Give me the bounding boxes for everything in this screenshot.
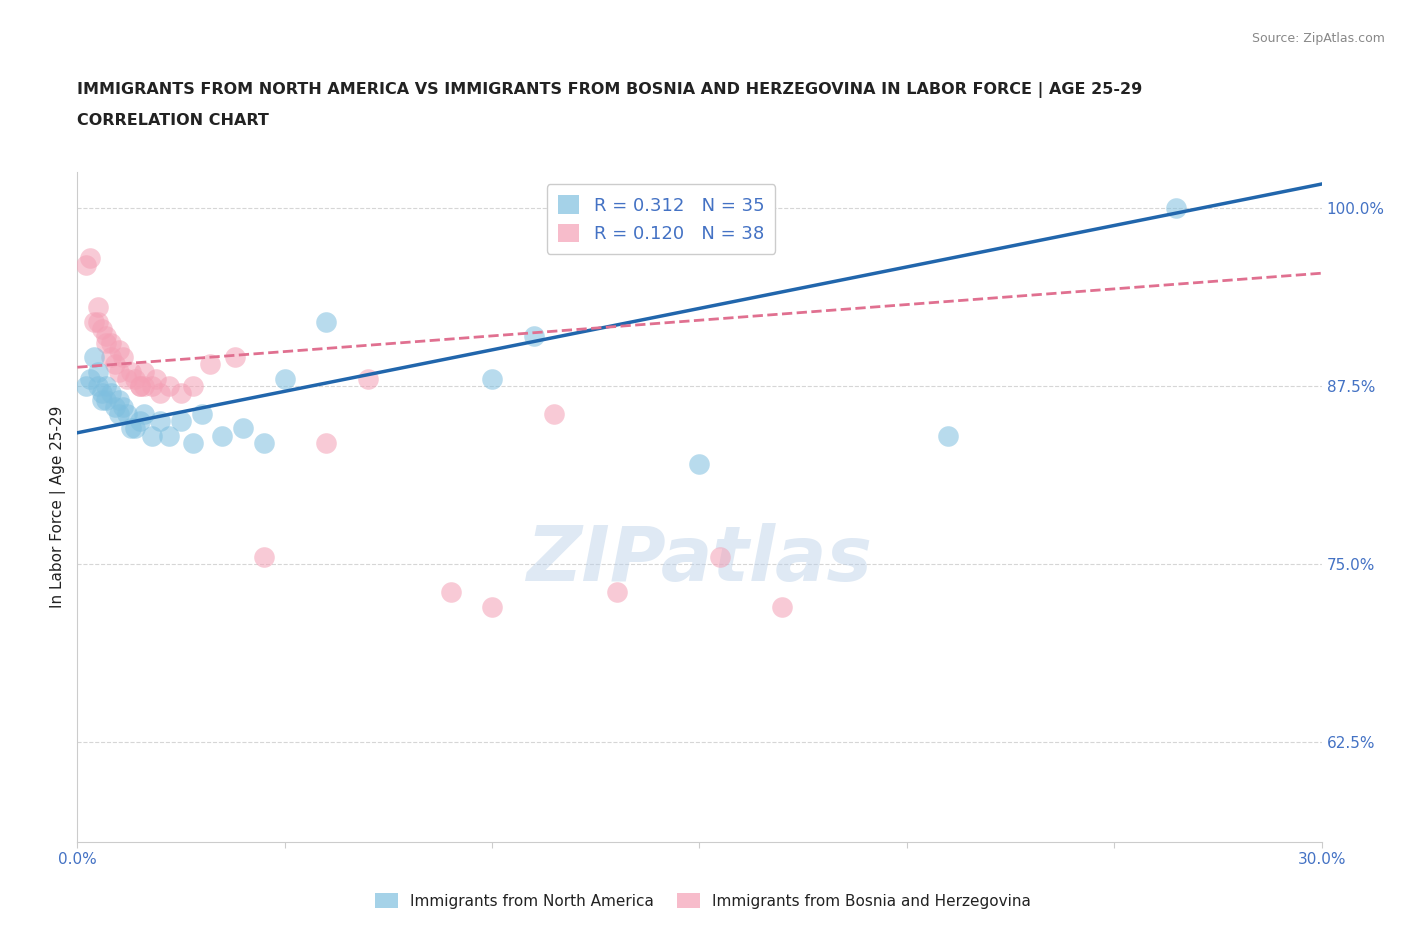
Point [132,364,155,379]
Point [132,406,155,421]
Point [75,379,97,393]
Point [108,392,131,407]
Point [96,379,118,393]
Point [191,406,214,421]
Point [132,379,155,393]
Point [149,414,172,429]
Legend: R = 0.312   N = 35, R = 0.120   N = 38: R = 0.312 N = 35, R = 0.120 N = 38 [547,184,775,254]
Point [120,421,142,436]
Point [111,400,134,415]
Point [145,371,167,386]
Point [689,457,711,472]
Point [104,400,127,415]
Point [141,428,163,443]
Point [315,314,337,329]
Point [315,435,337,450]
Point [481,599,503,614]
Point [128,379,150,393]
Point [274,371,297,386]
Point [87,364,110,379]
Point [253,435,276,450]
Point [183,379,205,393]
Point [108,342,131,357]
Point [100,336,122,351]
Point [157,379,180,393]
Point [224,350,246,365]
Point [79,250,101,265]
Text: CORRELATION CHART: CORRELATION CHART [77,113,269,128]
Point [198,357,221,372]
Text: Source: ZipAtlas.com: Source: ZipAtlas.com [1251,32,1385,45]
Point [440,585,463,600]
Point [96,336,118,351]
Point [100,350,122,365]
Point [938,428,960,443]
Point [87,314,110,329]
Point [120,364,142,379]
Point [772,599,794,614]
Point [108,406,131,421]
Point [128,414,150,429]
Point [100,385,122,400]
Point [211,428,233,443]
Point [111,350,134,365]
Point [606,585,628,600]
Point [543,406,565,421]
Point [108,364,131,379]
Point [83,350,105,365]
Point [183,435,205,450]
Text: ZIPatlas: ZIPatlas [526,524,873,597]
Point [232,421,254,436]
Point [96,392,118,407]
Point [709,550,731,565]
Point [96,328,118,343]
Point [104,357,127,372]
Point [128,379,150,393]
Point [83,314,105,329]
Point [357,371,380,386]
Point [481,371,503,386]
Legend: Immigrants from North America, Immigrants from Bosnia and Herzegovina: Immigrants from North America, Immigrant… [368,886,1038,915]
Point [91,322,114,337]
Point [124,371,146,386]
Point [523,328,546,343]
Point [141,379,163,393]
Text: IMMIGRANTS FROM NORTH AMERICA VS IMMIGRANTS FROM BOSNIA AND HERZEGOVINA IN LABOR: IMMIGRANTS FROM NORTH AMERICA VS IMMIGRA… [77,82,1143,98]
Point [124,421,146,436]
Point [87,300,110,315]
Point [253,550,276,565]
Point [87,379,110,393]
Point [149,385,172,400]
Point [170,385,193,400]
Point [157,428,180,443]
Point [75,258,97,272]
Point [91,385,114,400]
Point [170,414,193,429]
Point [115,371,138,386]
Point [91,392,114,407]
Point [115,406,138,421]
Point [79,371,101,386]
Point [1166,200,1188,215]
Y-axis label: In Labor Force | Age 25-29: In Labor Force | Age 25-29 [51,405,66,608]
